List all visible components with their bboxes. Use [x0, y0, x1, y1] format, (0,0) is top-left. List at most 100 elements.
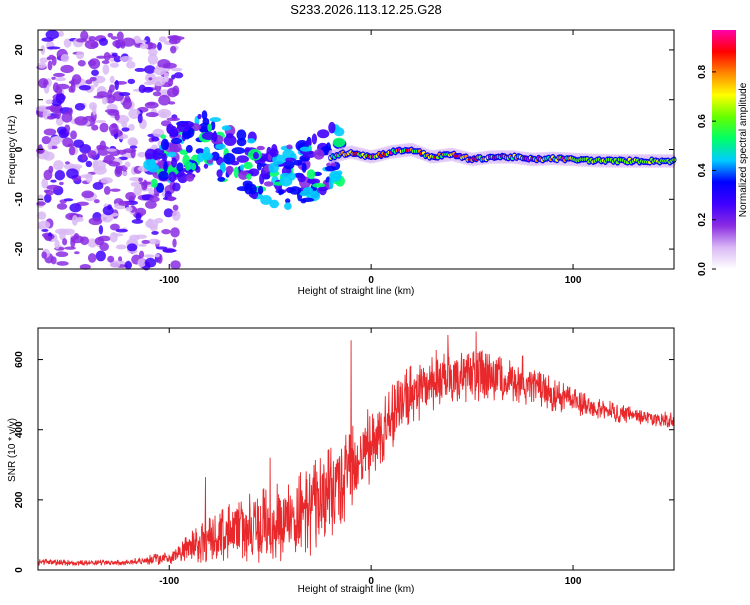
spectrogram-blob — [185, 144, 193, 153]
spectrogram-blob — [239, 164, 245, 171]
spectrogram-blob — [223, 135, 237, 146]
spectrogram-blob — [80, 30, 89, 41]
y-tick-label: 0 — [14, 146, 25, 152]
spectrogram-blob — [88, 36, 97, 42]
spectrogram-blob — [141, 181, 148, 191]
spectrogram-blob — [283, 160, 295, 170]
spectrogram-blob — [100, 177, 113, 184]
spectrogram-blob — [209, 117, 221, 123]
spectrogram-blob — [46, 46, 61, 50]
spectrogram-blob — [144, 254, 155, 258]
spectrogram-blob — [60, 54, 70, 63]
y-tick-label: 10 — [14, 94, 25, 106]
spectrogram-blob — [101, 96, 108, 105]
spectrogram-blob — [48, 165, 54, 174]
spectrogram-blob — [64, 161, 70, 165]
spectrogram-blob — [257, 185, 264, 195]
spectrogram-blob — [332, 137, 346, 148]
spectrogram-blob — [87, 150, 97, 159]
spectrogram-blob — [125, 206, 133, 212]
spectrogram-blob — [301, 162, 307, 173]
spectrogram-blob — [111, 52, 118, 57]
spectrogram-blob — [146, 102, 156, 106]
spectrogram-blob — [133, 140, 139, 145]
spectrogram-blob — [171, 67, 183, 72]
spectrogram-xlabel: Height of straight line (km) — [298, 286, 415, 297]
spectrogram-blob — [328, 121, 336, 134]
spectrogram-blob — [79, 264, 91, 270]
spectrogram-blob — [121, 127, 130, 132]
spectrogram-blob — [167, 87, 179, 98]
spectrogram-blob — [42, 151, 55, 161]
spectrogram-blob — [94, 119, 107, 123]
spectrogram-blob — [115, 244, 127, 250]
spectrogram-blob — [143, 159, 156, 171]
spectrogram-blob — [306, 169, 316, 180]
snr-series-line — [37, 331, 675, 567]
spectrogram-blob — [256, 145, 265, 151]
spectrogram-blob — [236, 129, 247, 141]
spectrogram-blob — [152, 91, 162, 97]
spectrogram-blob — [137, 151, 147, 158]
colorbar-tick-label: 0.0 — [697, 262, 708, 276]
spectrogram-blob — [85, 160, 93, 168]
spectrogram-blob — [124, 95, 131, 103]
spectrogram-blob — [151, 136, 160, 142]
spectrogram-blob — [118, 92, 131, 97]
spectrogram-blob — [109, 261, 121, 268]
spectrogram-blob — [70, 82, 76, 93]
spectrogram-blob — [50, 136, 60, 142]
spectrogram-blob — [259, 173, 265, 185]
spectrogram-blob — [328, 177, 334, 190]
spectrogram-blob — [99, 242, 109, 252]
spectrogram-blob — [203, 163, 209, 169]
spectrogram-blob — [126, 243, 138, 252]
spectrogram-blob — [284, 157, 296, 162]
spectrogram-blob — [179, 149, 189, 155]
spectrogram-blob — [330, 172, 342, 180]
spectrogram-blob — [107, 32, 114, 38]
spectrogram-blob — [87, 253, 97, 263]
spectrogram-blob — [101, 60, 110, 65]
spectrogram-blob — [269, 148, 279, 158]
spectrogram-blob — [54, 170, 66, 181]
spectrogram-blob — [45, 99, 53, 105]
spectrogram-blob — [37, 211, 47, 220]
spectrogram-blob — [170, 137, 183, 145]
colorbar-tick-label: 0.6 — [697, 114, 708, 128]
spectrogram-blob — [226, 165, 233, 176]
spectrogram-blob — [151, 230, 159, 235]
spectrogram-blob — [74, 251, 80, 255]
spectrogram-blob — [114, 166, 123, 178]
spectrogram-blob — [66, 168, 79, 179]
spectrogram-blob — [76, 38, 87, 43]
spectrogram-blob — [163, 208, 174, 218]
spectrogram-blob — [43, 128, 57, 136]
spectrogram-blob — [69, 203, 82, 213]
spectrogram-blob — [45, 106, 56, 110]
spectrogram-blob — [104, 108, 119, 114]
colorbar-tick-label: 0.8 — [697, 64, 708, 78]
spectrogram-blob — [148, 196, 160, 203]
spectrogram-blob — [155, 246, 168, 250]
spectrogram-blob — [58, 30, 64, 37]
spectrogram-blob — [41, 251, 47, 259]
spectrogram-blob — [41, 37, 54, 42]
spectrogram-blob — [99, 140, 106, 151]
spectrogram-blob — [109, 223, 120, 231]
spectrogram-blob — [92, 105, 97, 116]
spectrogram-blob — [158, 36, 167, 43]
spectrogram-blob — [124, 161, 131, 168]
snr-panel: -100 0 100 0 200 400 600 Height of straight l… — [7, 327, 675, 595]
spectrogram-blob — [172, 209, 181, 221]
spectrogram-blob — [201, 110, 208, 120]
spectrogram-blob — [99, 37, 108, 46]
y-tick-label: 600 — [14, 351, 25, 368]
spectrogram-blob — [317, 187, 329, 192]
spectrogram-blob — [300, 197, 315, 202]
spectrogram-blob — [71, 74, 82, 85]
spectrogram-blob — [172, 204, 179, 211]
spectrogram-blob — [84, 39, 99, 50]
spectrogram-blob — [157, 58, 171, 69]
spectrogram-blob — [302, 187, 313, 193]
